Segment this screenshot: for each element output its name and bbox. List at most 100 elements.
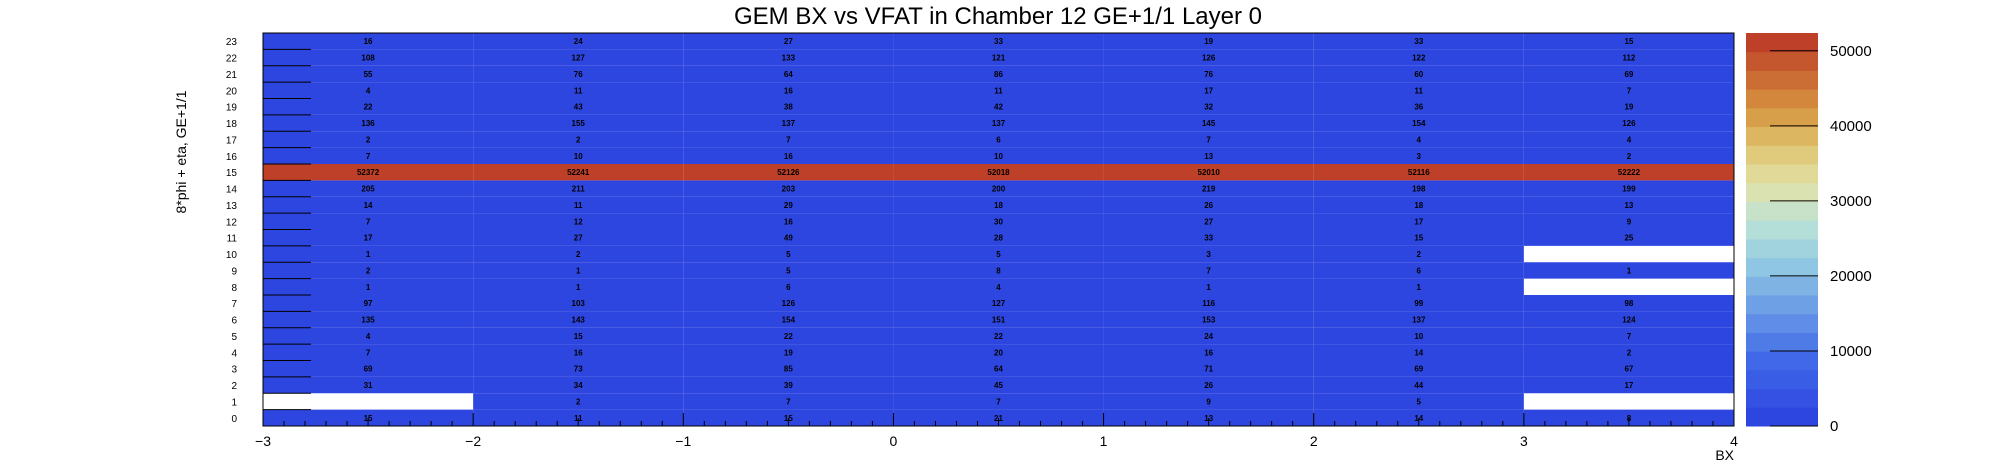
heatmap-cell xyxy=(893,393,1104,410)
heatmap-cell xyxy=(1313,245,1524,263)
heatmap-cell xyxy=(263,213,474,230)
heatmap-cell xyxy=(263,360,474,377)
cell-value-label: 17 xyxy=(1624,381,1633,390)
x-axis: −3 −2 −1 0 1 2 3 4 xyxy=(255,413,1738,449)
heatmap-cell xyxy=(263,114,474,132)
cell-value-label: 2 xyxy=(366,266,371,275)
cell-value-label: 24 xyxy=(574,37,583,46)
colorbar-tick-label: 0 xyxy=(1830,418,1838,435)
cell-value-label: 112 xyxy=(1622,54,1635,63)
cell-value-label: 10 xyxy=(994,152,1003,161)
heatmap-cell xyxy=(1523,229,1734,246)
heatmap-cell xyxy=(1313,98,1524,115)
heatmap-cell xyxy=(683,196,894,214)
heatmap-cell xyxy=(893,180,1104,197)
heatmap-cell xyxy=(1103,180,1314,197)
cell-value-label: 39 xyxy=(784,381,793,390)
heatmap-cell xyxy=(683,131,894,148)
cell-value-label: 9 xyxy=(1627,217,1632,226)
heatmap-cell xyxy=(263,180,474,197)
cell-value-label: 69 xyxy=(364,365,373,374)
cell-value-label: 52116 xyxy=(1408,168,1430,177)
cell-value-label: 16 xyxy=(784,86,793,95)
cell-value-label: 211 xyxy=(572,185,585,194)
heatmap-cell xyxy=(893,311,1104,328)
y-tick-label: 19 xyxy=(226,103,238,114)
heatmap-cell xyxy=(893,262,1104,279)
heatmap-cell xyxy=(1313,229,1524,246)
heatmap-cell xyxy=(473,33,684,50)
colorbar-band xyxy=(1746,407,1818,427)
heatmap-cell xyxy=(1523,213,1734,230)
heatmap-cell xyxy=(1103,360,1314,377)
cell-value-label: 31 xyxy=(364,381,373,390)
cell-value-label: 26 xyxy=(1204,201,1213,210)
cell-value-label: 52018 xyxy=(987,168,1010,177)
heatmap-cell xyxy=(1313,327,1524,345)
heatmap-cell xyxy=(683,213,894,230)
y-tick-label: 22 xyxy=(226,54,238,65)
cell-value-label: 20 xyxy=(994,348,1003,357)
heatmap-cell xyxy=(1313,49,1524,66)
heatmap-cell xyxy=(473,295,684,312)
cell-value-label: 16 xyxy=(784,217,793,226)
heatmap-cell xyxy=(263,196,474,214)
heatmap-cell xyxy=(683,114,894,132)
heatmap-cell xyxy=(1313,311,1524,328)
cell-value-label: 7 xyxy=(1206,135,1211,144)
colorbar-tick-label: 50000 xyxy=(1830,43,1872,60)
heatmap-cell xyxy=(1523,409,1734,426)
colorbar-band xyxy=(1746,145,1818,165)
cell-value-label: 126 xyxy=(1622,119,1636,128)
cell-value-label: 86 xyxy=(994,70,1003,79)
heatmap-cell xyxy=(1103,262,1314,279)
x-axis-label: BX xyxy=(1715,447,1734,463)
heatmap-cell xyxy=(473,409,684,426)
heatmap-cell xyxy=(1103,147,1314,164)
heatmap-cell xyxy=(893,65,1104,83)
heatmap-cell xyxy=(263,49,474,66)
colorbar-band xyxy=(1746,201,1818,221)
colorbar-band xyxy=(1746,89,1818,109)
colorbar-band xyxy=(1746,107,1818,128)
cell-value-label: 10 xyxy=(574,152,583,161)
colorbar-band xyxy=(1746,257,1818,277)
heatmap-cell xyxy=(473,82,684,99)
heatmap-cell xyxy=(263,245,474,263)
cell-value-label: 1 xyxy=(1417,283,1422,292)
heatmap-cell xyxy=(1103,311,1314,328)
heatmap-cell xyxy=(893,213,1104,230)
heatmap-cell xyxy=(1103,409,1314,426)
colorbar-band xyxy=(1746,182,1818,202)
heatmap-cell xyxy=(1313,278,1524,295)
cell-value-label: 1 xyxy=(1206,283,1211,292)
cell-value-label: 219 xyxy=(1202,185,1216,194)
heatmap-cell xyxy=(893,360,1104,377)
cell-value-label: 45 xyxy=(994,381,1003,390)
y-tick-label: 11 xyxy=(227,234,238,245)
heatmap-cell xyxy=(1313,360,1524,377)
heatmap-cell xyxy=(683,65,894,83)
colorbar-band xyxy=(1746,164,1818,184)
heatmap-cell xyxy=(1523,33,1734,50)
x-tick-label: 3 xyxy=(1520,433,1528,449)
heatmap-cell xyxy=(1313,147,1524,164)
cell-value-label: 7 xyxy=(1627,332,1632,341)
cell-value-label: 205 xyxy=(361,185,375,194)
heatmap-cell xyxy=(473,327,684,345)
heatmap-cell xyxy=(263,131,474,148)
cell-value-label: 2 xyxy=(576,397,581,406)
heatmap-cell xyxy=(263,164,474,181)
x-tick-label: 2 xyxy=(1310,433,1318,449)
heatmap-cell xyxy=(1313,82,1524,99)
heatmap-cell xyxy=(1523,114,1734,132)
cell-value-label: 5 xyxy=(1417,397,1422,406)
heatmap-cell xyxy=(1523,180,1734,197)
cell-value-label: 1 xyxy=(576,283,581,292)
cell-value-label: 16 xyxy=(364,37,373,46)
heatmap-cell xyxy=(263,65,474,83)
cell-value-label: 108 xyxy=(361,54,375,63)
cell-value-label: 22 xyxy=(784,332,793,341)
cell-value-label: 133 xyxy=(782,54,796,63)
cell-value-label: 12 xyxy=(574,217,583,226)
